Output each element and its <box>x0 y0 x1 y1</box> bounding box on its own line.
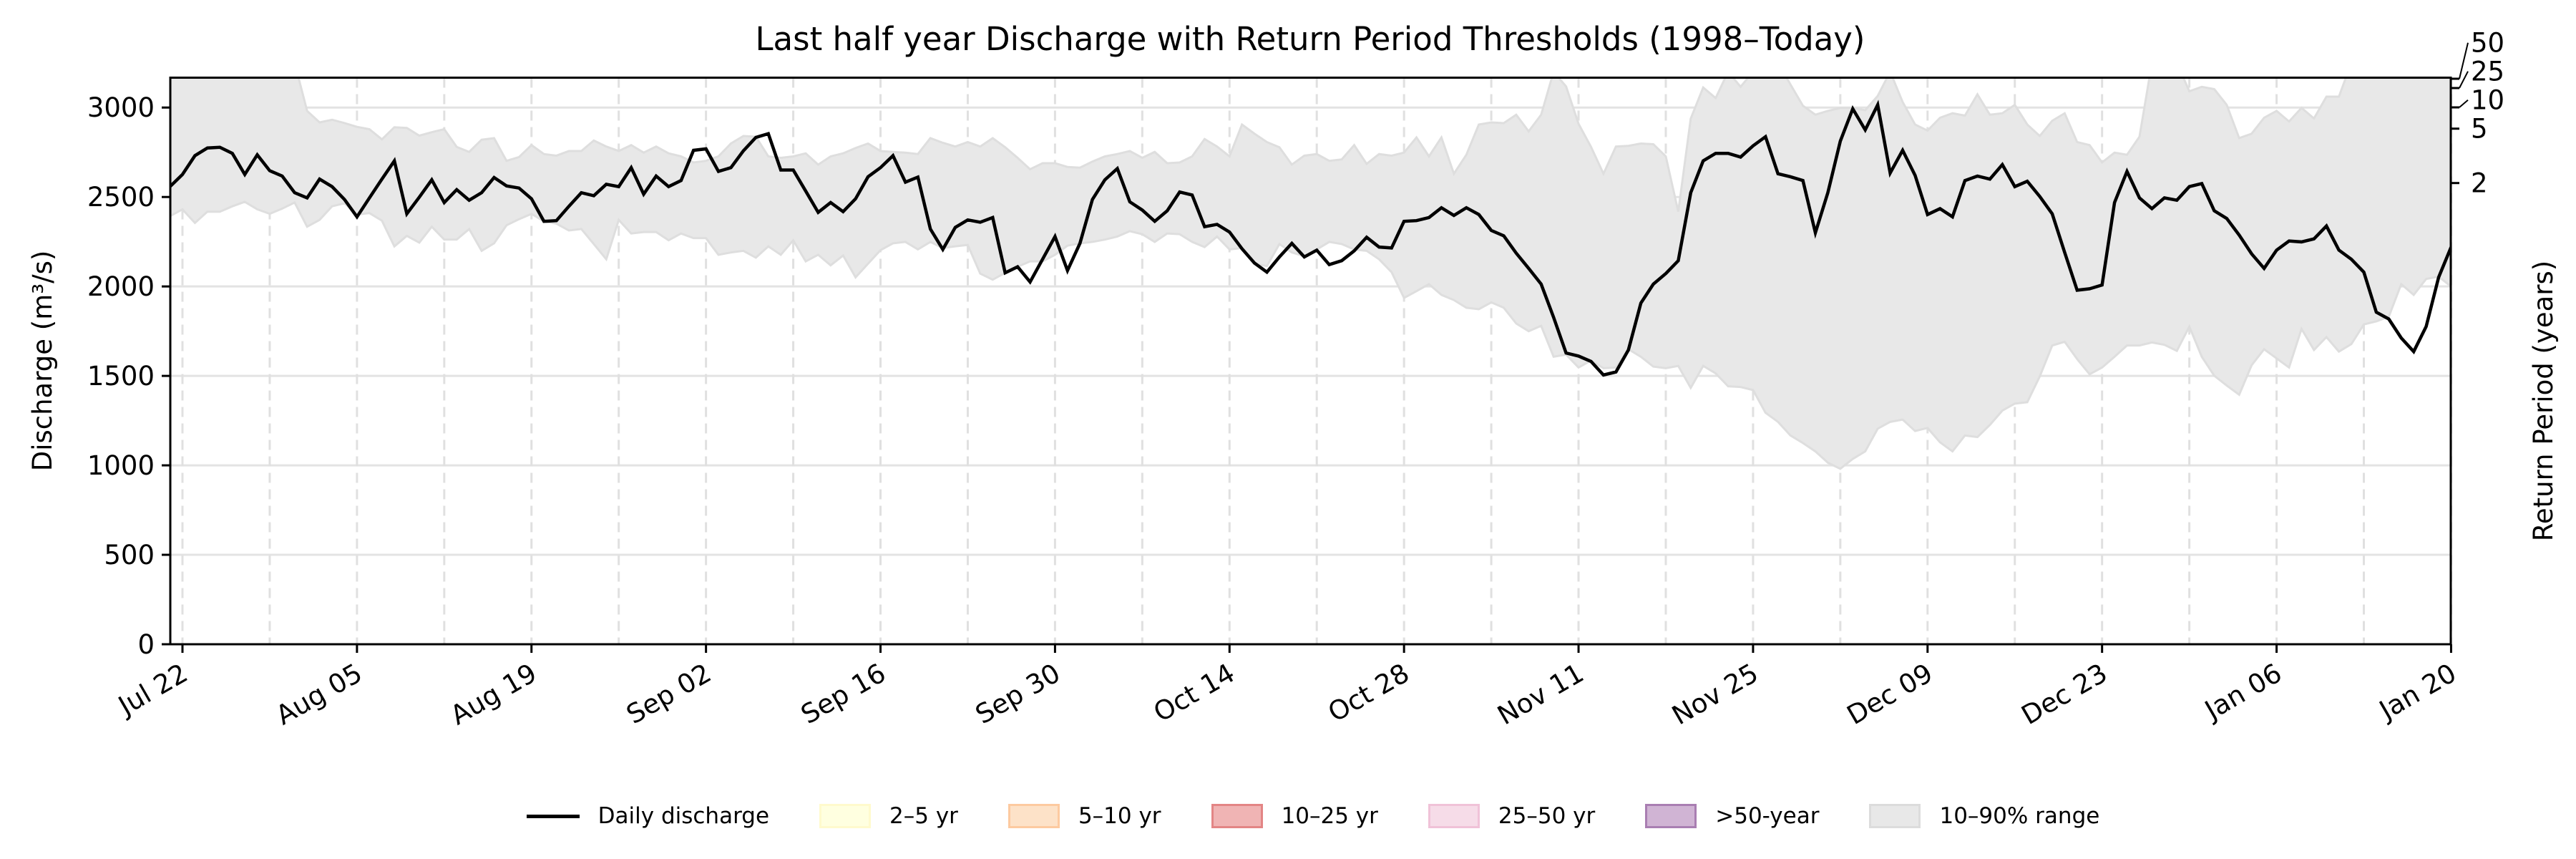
range-band-layer <box>170 77 2451 470</box>
x-tick-label: Oct 14 <box>1148 658 1240 729</box>
x-tick-label: Oct 28 <box>1323 658 1415 729</box>
legend: Daily discharge 2–5 yr 5–10 yr 10–25 yr 25–5… <box>0 803 2576 829</box>
legend-label: >50-year <box>1715 803 1820 829</box>
legend-item: >50-year <box>1645 803 1819 829</box>
legend-label: Daily discharge <box>597 803 770 829</box>
y-axis-label: Discharge (m³/s) <box>27 251 58 472</box>
legend-item: 10–90% range <box>1869 803 2099 829</box>
y-axis: 0 500 1000 1500 2000 2500 3000 <box>87 92 170 660</box>
x-tick-label: Sep 30 <box>970 658 1065 731</box>
legend-label: 25–50 yr <box>1498 803 1596 829</box>
legend-item: 5–10 yr <box>1008 803 1161 829</box>
x-axis: Jul 22 Aug 05 Aug 19 Sep 02 Sep 16 Sep 30 Oct … <box>112 644 2462 731</box>
y-tick-label: 0 <box>137 629 155 660</box>
legend-item: 2–5 yr <box>819 803 958 829</box>
x-tick-label: Dec 23 <box>2016 658 2112 731</box>
x-tick-label: Sep 16 <box>796 658 891 731</box>
x-tick-label: Sep 02 <box>621 658 716 731</box>
x-tick-label: Nov 25 <box>1667 658 1763 732</box>
legend-label: 2–5 yr <box>889 803 958 829</box>
x-tick-label: Nov 11 <box>1493 658 1589 732</box>
legend-item: 10–25 yr <box>1211 803 1378 829</box>
legend-label: 10–90% range <box>1939 803 2100 829</box>
right-axis-label: Return Period (years) <box>2528 261 2559 541</box>
right-tick-label: 5 <box>2471 114 2488 145</box>
patch-swatch-icon <box>1645 804 1697 828</box>
y-tick-label: 3000 <box>87 92 155 123</box>
x-tick-label: Jan 06 <box>2198 658 2287 727</box>
chart-title: Last half year Discharge with Return Per… <box>755 20 1865 58</box>
line-swatch-icon <box>526 814 580 818</box>
x-tick-label: Dec 09 <box>1842 658 1938 731</box>
patch-swatch-icon <box>1428 804 1480 828</box>
patch-swatch-icon <box>1211 804 1263 828</box>
y-tick-label: 1500 <box>87 361 155 392</box>
x-tick-label: Aug 05 <box>270 658 367 732</box>
x-tick-label: Aug 19 <box>445 658 542 732</box>
patch-swatch-icon <box>819 804 872 828</box>
y-tick-label: 500 <box>104 540 155 571</box>
patch-swatch-icon <box>1008 804 1060 828</box>
right-tick-leader <box>2459 42 2469 79</box>
patch-swatch-icon <box>1869 804 1921 828</box>
right-tick-leader <box>2459 71 2469 89</box>
right-tick-leader <box>2459 99 2469 108</box>
daily-discharge-line <box>170 100 2451 377</box>
y-tick-label: 2500 <box>87 182 155 213</box>
legend-label: 10–25 yr <box>1281 803 1378 829</box>
range-band <box>170 77 2451 470</box>
right-tick-label: 10 <box>2471 85 2504 116</box>
legend-label: 5–10 yr <box>1078 803 1161 829</box>
right-tick-label: 50 <box>2471 28 2504 59</box>
plot-frame <box>169 77 2452 646</box>
y-tick-label: 1000 <box>87 450 155 481</box>
legend-item: 25–50 yr <box>1428 803 1595 829</box>
y-tick-label: 2000 <box>87 271 155 302</box>
legend-item: Daily discharge <box>526 803 770 829</box>
x-tick-label: Jan 20 <box>2373 658 2462 727</box>
x-tick-label: Jul 22 <box>112 658 193 722</box>
series-layer <box>170 100 2451 377</box>
right-tick-label: 25 <box>2471 57 2504 87</box>
right-tick-label: 2 <box>2471 168 2488 199</box>
